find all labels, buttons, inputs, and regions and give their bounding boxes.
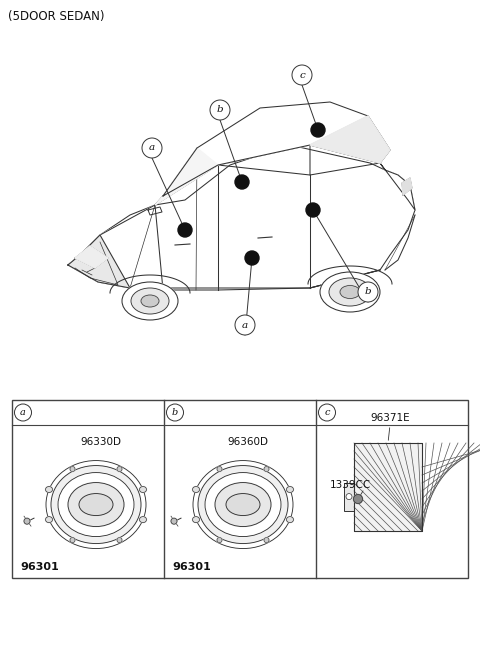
Circle shape: [210, 100, 230, 120]
Polygon shape: [402, 178, 412, 195]
Circle shape: [70, 466, 75, 472]
Circle shape: [24, 518, 30, 524]
Ellipse shape: [122, 282, 178, 320]
Bar: [344, 483, 354, 510]
Ellipse shape: [46, 487, 52, 493]
Circle shape: [319, 404, 336, 421]
Polygon shape: [75, 246, 108, 268]
Ellipse shape: [193, 461, 293, 548]
Circle shape: [171, 518, 177, 524]
Bar: [354, 443, 422, 531]
Ellipse shape: [192, 487, 200, 493]
Text: c: c: [324, 408, 330, 417]
Ellipse shape: [46, 517, 52, 523]
Ellipse shape: [329, 278, 371, 306]
Circle shape: [311, 123, 325, 137]
Circle shape: [235, 175, 249, 189]
Circle shape: [117, 537, 122, 543]
Ellipse shape: [287, 517, 293, 523]
Circle shape: [292, 65, 312, 85]
Ellipse shape: [68, 483, 124, 527]
Text: (5DOOR SEDAN): (5DOOR SEDAN): [8, 10, 105, 23]
Polygon shape: [155, 148, 218, 205]
Circle shape: [217, 466, 222, 472]
Text: b: b: [216, 106, 223, 115]
Circle shape: [235, 315, 255, 335]
Text: 1339CC: 1339CC: [330, 480, 371, 490]
Polygon shape: [68, 235, 130, 288]
Bar: [12, 400, 468, 578]
Circle shape: [167, 404, 183, 421]
Circle shape: [353, 495, 362, 504]
Circle shape: [264, 537, 269, 543]
Ellipse shape: [58, 472, 134, 537]
Ellipse shape: [131, 288, 169, 314]
Polygon shape: [68, 145, 415, 290]
Text: b: b: [172, 408, 178, 417]
Text: 96301: 96301: [20, 562, 59, 572]
Circle shape: [217, 537, 222, 543]
Text: 96301: 96301: [172, 562, 211, 572]
Text: 96360D: 96360D: [228, 437, 268, 447]
Ellipse shape: [287, 487, 293, 493]
Bar: [354, 443, 422, 531]
Ellipse shape: [51, 466, 141, 544]
Circle shape: [142, 138, 162, 158]
Ellipse shape: [140, 487, 146, 493]
Ellipse shape: [215, 483, 271, 527]
Circle shape: [264, 466, 269, 472]
Ellipse shape: [46, 461, 146, 548]
Text: 96371E: 96371E: [370, 413, 410, 423]
Circle shape: [14, 404, 32, 421]
Text: 96330D: 96330D: [81, 437, 121, 447]
Ellipse shape: [140, 517, 146, 523]
Circle shape: [245, 251, 259, 265]
Circle shape: [70, 537, 75, 543]
Ellipse shape: [340, 285, 360, 298]
Ellipse shape: [141, 295, 159, 307]
Circle shape: [346, 493, 352, 500]
Polygon shape: [310, 116, 390, 163]
Circle shape: [117, 466, 122, 472]
Circle shape: [306, 203, 320, 217]
Ellipse shape: [79, 493, 113, 516]
Ellipse shape: [192, 517, 200, 523]
Polygon shape: [163, 102, 390, 196]
Text: a: a: [149, 144, 155, 152]
Text: a: a: [242, 321, 248, 329]
Ellipse shape: [205, 472, 281, 537]
Polygon shape: [310, 116, 390, 163]
Circle shape: [178, 223, 192, 237]
Circle shape: [358, 282, 378, 302]
Ellipse shape: [320, 272, 380, 312]
Ellipse shape: [198, 466, 288, 544]
Text: b: b: [365, 287, 372, 297]
Polygon shape: [380, 163, 415, 210]
Text: c: c: [299, 70, 305, 79]
Text: a: a: [20, 408, 26, 417]
Polygon shape: [68, 205, 163, 290]
Ellipse shape: [226, 493, 260, 516]
